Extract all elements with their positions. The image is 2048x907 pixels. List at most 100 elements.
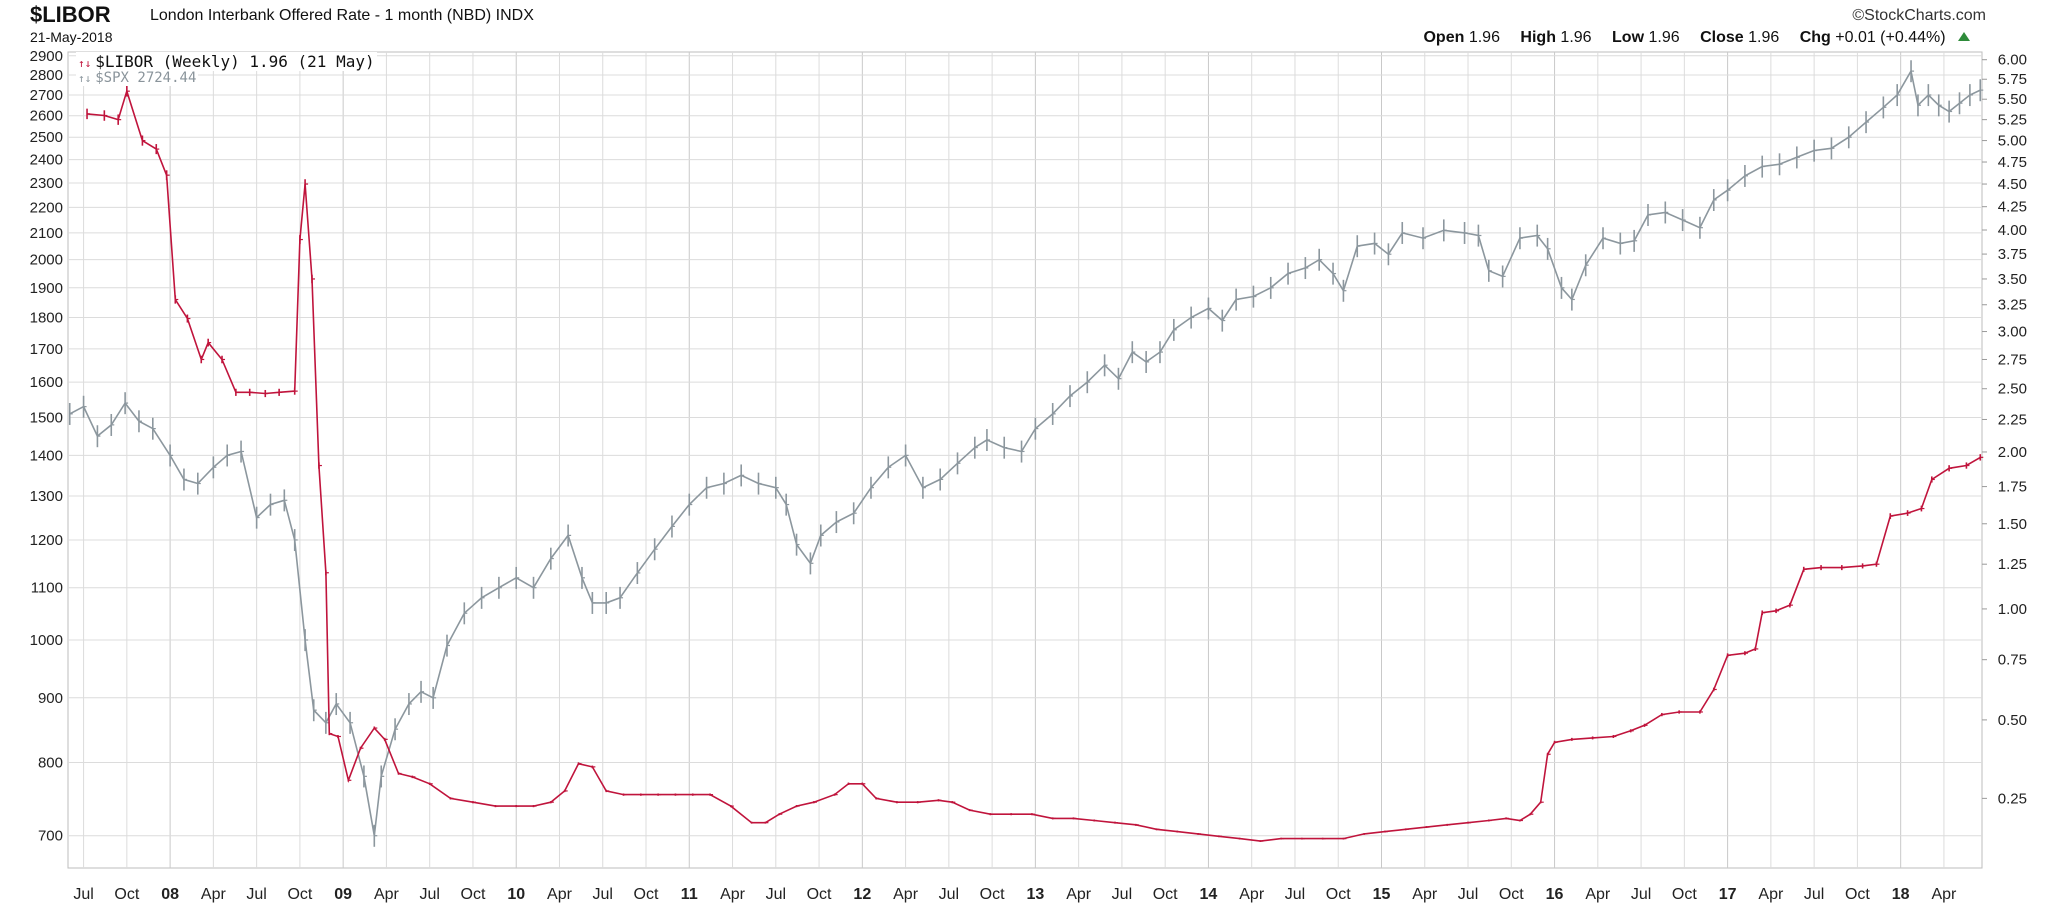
x-tick-label: Oct [1153, 886, 1178, 903]
up-arrow-icon [1958, 32, 1970, 41]
close-label: Close [1700, 29, 1744, 46]
x-tick-label: Apr [201, 886, 227, 903]
x-tick-label: 11 [681, 886, 698, 903]
x-tick-label: Apr [1931, 886, 1957, 903]
x-tick-label: Apr [1066, 886, 1092, 903]
x-tick-label: Oct [1499, 886, 1524, 903]
right-tick-label: 3.25 [1998, 297, 2027, 314]
symbol-label: $LIBOR [30, 2, 111, 27]
left-tick-label: 1900 [30, 280, 63, 297]
legend-spx[interactable]: ↑↓ $SPX 2724.44 [76, 70, 199, 86]
grid-lines [68, 52, 1982, 868]
right-tick-label: 3.00 [1998, 324, 2027, 341]
x-tick-label: Apr [374, 886, 400, 903]
x-tick-label: Jul [246, 886, 266, 903]
x-tick-label: Apr [893, 886, 919, 903]
right-tick-label: 3.50 [1998, 271, 2027, 288]
left-tick-label: 2700 [30, 87, 63, 104]
left-tick-label: 900 [38, 690, 63, 707]
x-tick-label: Oct [1672, 886, 1697, 903]
left-axis: 700 800 900 1000 1100 1200 1300 1400 1500 1600 170… [30, 48, 63, 845]
right-tick-label: 4.75 [1998, 154, 2027, 171]
left-tick-label: 2900 [30, 48, 63, 65]
open-value: 1.96 [1468, 29, 1500, 46]
x-tick-label: Jul [1112, 886, 1132, 903]
right-tick-label: 6.00 [1998, 52, 2027, 69]
right-tick-label: 4.25 [1998, 199, 2027, 216]
x-tick-label: 15 [1373, 886, 1391, 903]
x-tick-label: 12 [853, 886, 871, 903]
right-tick-label: 5.50 [1998, 91, 2027, 108]
x-tick-label: Oct [980, 886, 1005, 903]
x-tick-label: Oct [114, 886, 139, 903]
left-tick-label: 1800 [30, 309, 63, 326]
right-tick-label: 1.00 [1998, 601, 2027, 618]
brand-link[interactable]: ©StockCharts.com [1852, 7, 1986, 24]
low-label: Low [1612, 29, 1645, 46]
chart-header: $LIBOR London Interbank Offered Rate - 1… [0, 0, 2048, 52]
x-tick-label: Oct [1845, 886, 1870, 903]
left-tick-label: 1300 [30, 488, 63, 505]
x-tick-label: Jul [766, 886, 786, 903]
left-tick-label: 2000 [30, 252, 63, 269]
chart-title: London Interbank Offered Rate - 1 month … [150, 7, 534, 24]
x-tick-label: Apr [1239, 886, 1265, 903]
right-tick-label: 5.00 [1998, 133, 2027, 150]
low-value: 1.96 [1648, 29, 1680, 46]
close-value: 1.96 [1748, 29, 1780, 46]
high-value: 1.96 [1560, 29, 1592, 46]
right-tick-label: 0.75 [1998, 652, 2027, 669]
x-tick-label: 08 [161, 886, 179, 903]
right-tick-label: 2.75 [1998, 351, 2027, 368]
x-tick-label: 14 [1200, 886, 1218, 903]
right-tick-label: 0.25 [1998, 790, 2027, 807]
left-tick-label: 1400 [30, 447, 63, 464]
open-label: Open [1423, 29, 1465, 46]
left-tick-label: 2500 [30, 129, 63, 146]
x-tick-label: 09 [334, 886, 352, 903]
left-tick-label: 2400 [30, 152, 63, 169]
x-tick-label: Oct [461, 886, 486, 903]
left-tick-label: 700 [38, 828, 63, 845]
plot-area [67, 51, 1983, 869]
chart-date: 21-May-2018 [30, 29, 113, 45]
legend-libor[interactable]: ↑↓ $LIBOR (Weekly) 1.96 (21 May) [76, 52, 377, 71]
x-tick-label: Oct [807, 886, 832, 903]
x-tick-label: 18 [1892, 886, 1910, 903]
right-tick-label: 5.25 [1998, 112, 2027, 129]
left-tick-label: 1700 [30, 341, 63, 358]
left-tick-label: 1200 [30, 532, 63, 549]
x-tick-label: Apr [1758, 886, 1784, 903]
left-tick-label: 1500 [30, 410, 63, 427]
series-line-spx [69, 68, 1981, 836]
legend-spx-icon: ↑↓ [78, 72, 92, 85]
x-tick-label: 17 [1719, 886, 1737, 903]
x-tick-label: 13 [1026, 886, 1044, 903]
left-tick-label: 1000 [30, 632, 63, 649]
right-tick-label: 2.00 [1998, 444, 2027, 461]
right-axis: 0.25 0.50 0.75 1.00 1.25 1.50 1.75 2.00 2.25 2.50… [1982, 52, 2027, 807]
left-tick-label: 2800 [30, 67, 63, 84]
left-tick-label: 1100 [31, 580, 63, 597]
left-tick-label: 800 [38, 754, 63, 771]
x-tick-label: Oct [1326, 886, 1351, 903]
x-tick-label: Jul [1631, 886, 1651, 903]
right-tick-label: 1.75 [1998, 479, 2027, 496]
libor-series [86, 85, 1984, 842]
right-tick-label: 4.50 [1998, 176, 2027, 193]
left-tick-label: 2300 [30, 175, 63, 192]
x-axis: Jul Oct 08 Apr Jul Oct 09 Apr Jul Oct 10 Apr Jul Oct 1… [73, 886, 1957, 903]
legend-libor-label: $LIBOR (Weekly) 1.96 (21 May) [95, 52, 375, 71]
right-tick-label: 4.00 [1998, 222, 2027, 239]
x-tick-label: Oct [634, 886, 659, 903]
right-tick-label: 2.25 [1998, 411, 2027, 428]
left-tick-label: 2600 [30, 108, 63, 125]
right-tick-label: 0.50 [1998, 712, 2027, 729]
x-tick-label: Jul [1804, 886, 1824, 903]
right-tick-label: 1.50 [1998, 516, 2027, 533]
left-tick-label: 2200 [30, 199, 63, 216]
x-tick-label: 10 [507, 886, 525, 903]
x-tick-label: Jul [1285, 886, 1305, 903]
left-tick-label: 2100 [30, 225, 63, 242]
